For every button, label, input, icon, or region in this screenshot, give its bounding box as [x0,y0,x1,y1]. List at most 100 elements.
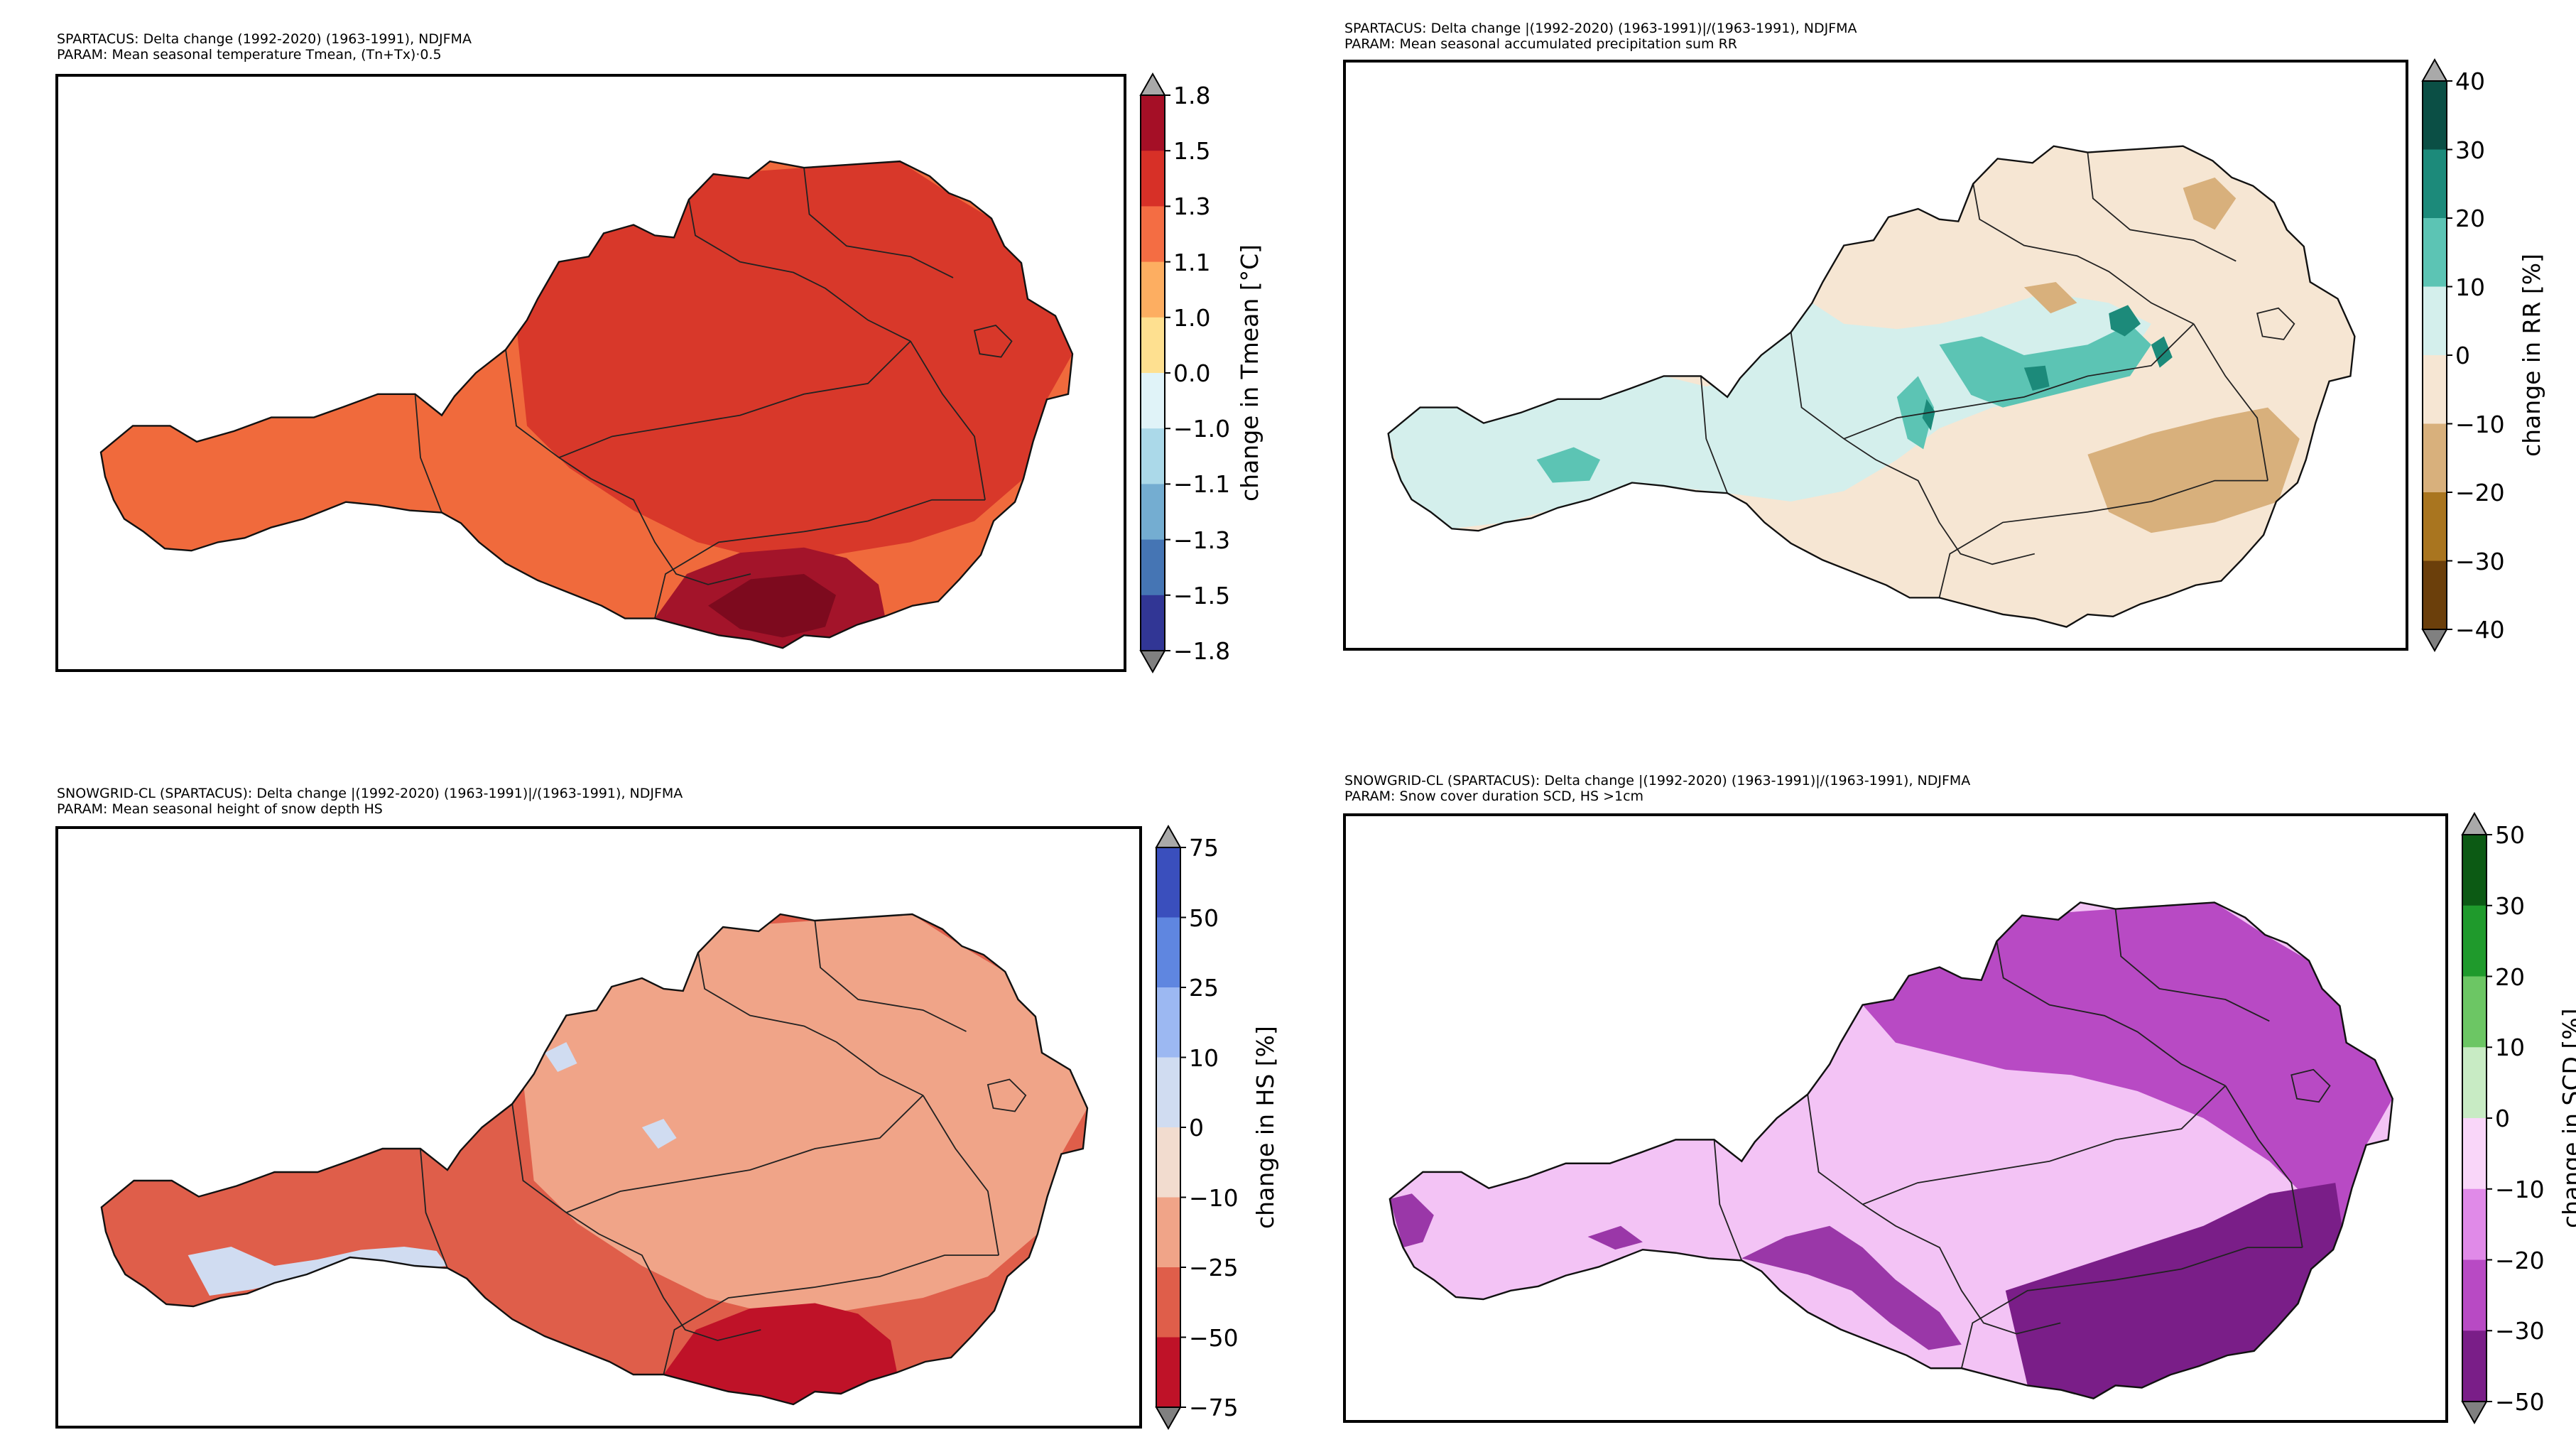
colorbar-band [2423,492,2447,561]
colorbar-band [1141,373,1165,429]
colorbar-band [2462,1331,2487,1402]
country-outline [100,913,1089,1406]
colorbar-tick-label: −30 [2495,1317,2545,1345]
colorbar-band [2423,81,2447,150]
austria-map [99,160,1074,649]
colorbar-tick-label: −10 [2455,410,2505,438]
state-border [2114,909,2270,1022]
colorbar-svg [1155,824,1186,1431]
colorbar-extend-bottom [2421,629,2448,653]
map-region-north-east [523,914,1087,1319]
panel-title-line2: PARAM: Mean seasonal accumulated precipi… [1344,36,1737,52]
colorbar-tick-label: 0 [1189,1114,1204,1142]
colorbar-label: change in HS [%] [1251,1026,1279,1229]
colorbar-tick-label: −1.8 [1173,637,1231,665]
map-region-south-east [2005,1183,2342,1399]
state-border [910,340,986,500]
state-border [697,952,924,1096]
state-border [419,1148,448,1269]
colorbar-tick-label: 10 [2495,1034,2525,1062]
colorbar-extend-bottom [1155,1407,1182,1431]
panel-title-line1: SPARTACUS: Delta change (1992-2020) (196… [57,31,472,47]
map-regions [414,161,1072,649]
state-border [1700,376,1728,494]
colorbar-tick-label: −50 [2495,1388,2545,1416]
colorbar-tick-label: −20 [2495,1246,2545,1274]
colorbar-tick-label: −1.3 [1173,526,1231,554]
colorbar-tick-label: 40 [2455,67,2485,95]
colorbar-band [1141,539,1165,596]
colorbar-band [1141,206,1165,263]
state-border [987,1078,1027,1112]
map-region-spots [1536,146,2151,483]
colorbar-tick-label: 30 [2455,136,2485,164]
colorbar-band [2423,423,2447,493]
colorbar-band [1141,428,1165,484]
state-border [663,1254,999,1375]
colorbar-band [2462,905,2487,977]
colorbar-tick-label: −1.1 [1173,470,1231,499]
colorbar-band [1141,317,1165,374]
colorbar-band [1141,261,1165,318]
colorbar-tick-label: −1.0 [1173,415,1231,443]
state-border [414,394,442,513]
colorbar-tick-label: 0.0 [1173,359,1211,387]
panel-title-line2: PARAM: Mean seasonal temperature Tmean, … [57,47,442,63]
colorbar-label: change in SCD [%] [2558,1008,2576,1228]
colorbar-svg [1139,72,1170,674]
colorbar: 40 30 20 10 0 −10 −20 −30 −40 change in RR [%] [2421,58,2565,653]
colorbar-extend-top [2421,58,2448,82]
colorbar-tick-label: −30 [2455,547,2505,575]
colorbar-svg [2461,811,2492,1425]
state-border [566,1095,924,1213]
map-region-south [663,1303,898,1404]
colorbar-band [2462,835,2487,906]
colorbar-label: change in RR [%] [2518,254,2545,457]
colorbar: 75 50 25 10 0 −10 −25 −50 −75 change in HS [%] [1155,824,1284,1431]
colorbar-tick-label: 50 [2495,821,2525,849]
colorbar-band [2462,1118,2487,1190]
colorbar-tick-label: 1.5 [1173,137,1211,166]
map-regions [188,914,1087,1404]
colorbar-band [1156,1127,1180,1198]
state-border [1843,323,2195,440]
state-border [1996,941,2226,1087]
map-region-south-deep [708,573,836,638]
colorbar-tick-label: 1.8 [1173,82,1211,109]
austria-map [1388,901,2393,1399]
colorbar: 50 30 20 10 0 −10 −20 −30 −50 change in SCD [%] [2461,811,2576,1425]
colorbar-tick-label: 50 [1189,904,1219,932]
colorbar-extend-bottom [1139,650,1166,674]
state-border [654,499,985,619]
state-border [803,167,954,278]
colorbar-tick-label: 20 [2455,205,2485,232]
colorbar-tick-label: −50 [1189,1323,1239,1352]
map-frame [1343,813,2448,1423]
colorbar-tick-label: −1.5 [1173,581,1231,609]
map-region-alpine-light [188,1042,677,1296]
state-border [511,1103,761,1341]
map-region-north-east [516,161,1072,564]
state-border [814,920,967,1032]
state-border [505,349,751,585]
colorbar-tick-label: 1.3 [1173,193,1211,221]
state-border [922,1095,1000,1256]
colorbar-band [1141,95,1165,151]
panel-scd: SNOWGRID-CL (SPARTACUS): Delta change |(… [1288,723,2576,1447]
colorbar-band [1156,1197,1180,1268]
colorbar-band [1141,595,1165,651]
country-outline [1388,901,2393,1399]
colorbar-tick-label: 1.1 [1173,248,1211,276]
state-border [688,199,911,342]
colorbar-tick-label: 30 [2495,891,2525,920]
colorbar-band [1156,1267,1180,1338]
colorbar-tick-label: 10 [2455,273,2485,301]
panel-hs: SNOWGRID-CL (SPARTACUS): Delta change |(… [0,723,1288,1447]
state-border [1713,1139,1743,1261]
state-border [1938,479,2268,598]
panel-title-line2: PARAM: Mean seasonal height of snow dept… [57,801,383,817]
colorbar-tick-label: 20 [2495,963,2525,991]
map-frame [55,74,1126,672]
colorbar-extend-bottom [2461,1401,2488,1425]
panel-title-line1: SNOWGRID-CL (SPARTACUS): Delta change |(… [57,786,683,801]
